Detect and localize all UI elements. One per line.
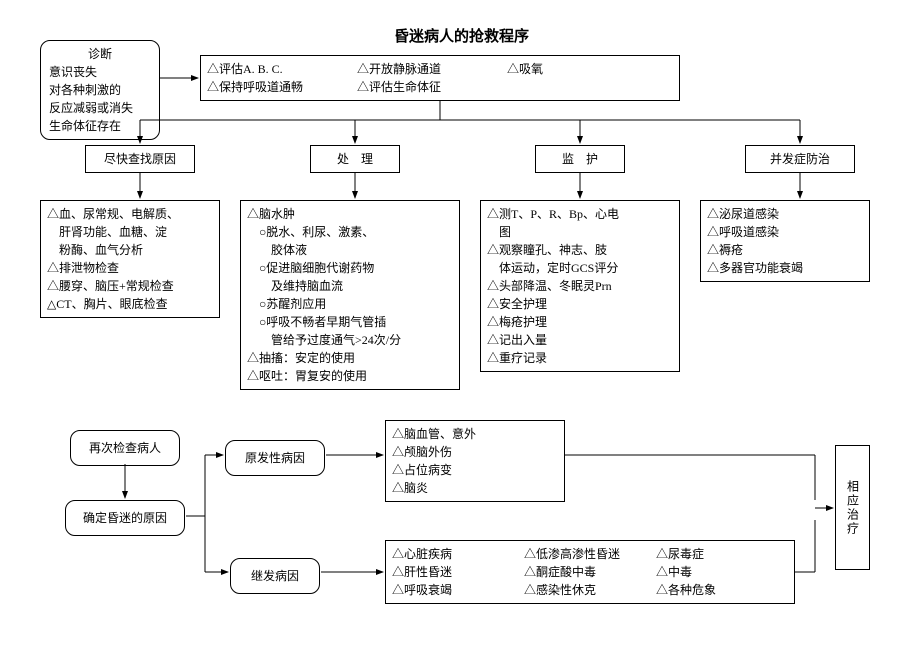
diag-l4: 生命体征存在 — [49, 117, 151, 135]
detail-complic: △泌尿道感染 △呼吸道感染 △褥疮 △多器官功能衰竭 — [700, 200, 870, 282]
branch-treat: 处 理 — [310, 145, 400, 173]
b-l2: ○脱水、利尿、激素、 — [247, 223, 453, 241]
determine-cause-box: 确定昏迷的原因 — [65, 500, 185, 536]
top-a: △评估A. B. C. — [207, 60, 357, 78]
c-l1: △测T、P、R、Bp、心电 — [487, 205, 673, 223]
p-l2: △颅脑外伤 — [392, 443, 558, 461]
treatment-box: 相应治疗 — [835, 445, 870, 570]
s-b2: △酮症酸中毒 — [524, 563, 656, 581]
primary-cause-box: 原发性病因 — [225, 440, 325, 476]
s-a1: △心脏疾病 — [392, 545, 524, 563]
initial-actions-box: △评估A. B. C. △开放静脉通道 △吸氧 △保持呼吸道通畅 △评估生命体征 — [200, 55, 680, 101]
d-l2: △呼吸道感染 — [707, 223, 863, 241]
p-l3: △占位病变 — [392, 461, 558, 479]
c-l7: △梅疮护理 — [487, 313, 673, 331]
s-c3: △各种危象 — [656, 581, 788, 599]
b-l1: △脑水肿 — [247, 205, 453, 223]
b-l9: △抽搐：安定的使用 — [247, 349, 453, 367]
b-l7: ○呼吸不畅者早期气管插 — [247, 313, 453, 331]
d-l4: △多器官功能衰竭 — [707, 259, 863, 277]
top-b: △开放静脉通道 — [357, 60, 507, 78]
c-l2: 图 — [487, 223, 673, 241]
b-l3: 胶体液 — [247, 241, 453, 259]
d-l1: △泌尿道感染 — [707, 205, 863, 223]
s-b1: △肝性昏迷 — [392, 563, 524, 581]
secondary-causes: △心脏疾病 △低渗高渗性昏迷 △尿毒症 △肝性昏迷 △酮症酸中毒 △中毒 △呼吸… — [385, 540, 795, 604]
detail-findcause: △血、尿常规、电解质、 肝肾功能、血糖、淀 粉酶、血气分析 △排泄物检查 △腰穿… — [40, 200, 220, 318]
top-e: △评估生命体征 — [357, 78, 441, 96]
s-a3: △尿毒症 — [656, 545, 788, 563]
branch-monitor: 监 护 — [535, 145, 625, 173]
diag-l1: 意识丧失 — [49, 63, 151, 81]
b-l6: ○苏醒剂应用 — [247, 295, 453, 313]
primary-causes: △脑血管、意外 △颅脑外伤 △占位病变 △脑炎 — [385, 420, 565, 502]
top-d: △保持呼吸道通畅 — [207, 78, 357, 96]
diag-l2: 对各种刺激的 — [49, 81, 151, 99]
d-l3: △褥疮 — [707, 241, 863, 259]
b-l8: 管给予过度通气>24次/分 — [247, 331, 453, 349]
detail-monitor: △测T、P、R、Bp、心电 图 △观察瞳孔、神志、肢 体运动，定时GCS评分 △… — [480, 200, 680, 372]
c-l9: △重疗记录 — [487, 349, 673, 367]
branch-findcause: 尽快查找原因 — [85, 145, 195, 173]
b-l5: 及维持脑血流 — [247, 277, 453, 295]
s-a2: △低渗高渗性昏迷 — [524, 545, 656, 563]
a-l4: △排泄物检查 — [47, 259, 213, 277]
b-l4: ○促进脑细胞代谢药物 — [247, 259, 453, 277]
s-b3: △中毒 — [656, 563, 788, 581]
b-l10: △呕吐：胃复安的使用 — [247, 367, 453, 385]
s-c2: △感染性休克 — [524, 581, 656, 599]
p-l1: △脑血管、意外 — [392, 425, 558, 443]
recheck-box: 再次检查病人 — [70, 430, 180, 466]
detail-treat: △脑水肿 ○脱水、利尿、激素、 胶体液 ○促进脑细胞代谢药物 及维持脑血流 ○苏… — [240, 200, 460, 390]
a-l5: △腰穿、脑压+常规检查 — [47, 277, 213, 295]
secondary-cause-box: 继发病因 — [230, 558, 320, 594]
c-l5: △头部降温、冬眠灵Prn — [487, 277, 673, 295]
c-l6: △安全护理 — [487, 295, 673, 313]
a-l2: 肝肾功能、血糖、淀 — [47, 223, 213, 241]
page-title: 昏迷病人的抢救程序 — [394, 25, 529, 46]
diag-header: 诊断 — [49, 45, 151, 63]
c-l3: △观察瞳孔、神志、肢 — [487, 241, 673, 259]
a-l3: 粉酶、血气分析 — [47, 241, 213, 259]
s-c1: △呼吸衰竭 — [392, 581, 524, 599]
c-l8: △记出入量 — [487, 331, 673, 349]
branch-complic: 并发症防治 — [745, 145, 855, 173]
c-l4: 体运动，定时GCS评分 — [487, 259, 673, 277]
p-l4: △脑炎 — [392, 479, 558, 497]
diag-l3: 反应减弱或消失 — [49, 99, 151, 117]
diagnosis-box: 诊断 意识丧失 对各种刺激的 反应减弱或消失 生命体征存在 — [40, 40, 160, 140]
top-c: △吸氧 — [507, 60, 543, 78]
a-l1: △血、尿常规、电解质、 — [47, 205, 213, 223]
a-l6: △CT、胸片、眼底检查 — [47, 295, 213, 313]
